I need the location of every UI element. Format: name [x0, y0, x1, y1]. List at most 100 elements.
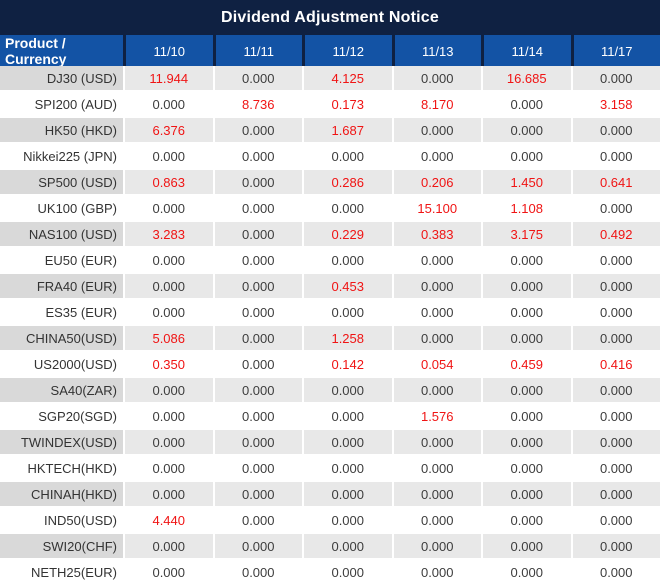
value-cell: 0.000 — [214, 196, 302, 220]
value-cell: 0.383 — [393, 222, 481, 246]
value-cell: 0.000 — [483, 118, 571, 142]
value-cell: 0.000 — [214, 378, 302, 402]
product-cell: FRA40 (EUR) — [0, 274, 123, 298]
value-cell: 0.000 — [125, 274, 213, 298]
value-cell: 0.000 — [125, 92, 213, 116]
date-column-header: 11/10 — [126, 35, 213, 67]
value-cell: 0.000 — [214, 144, 302, 168]
value-cell: 0.350 — [125, 352, 213, 376]
product-cell: Nikkei225 (JPN) — [0, 144, 123, 168]
value-cell: 0.000 — [125, 482, 213, 506]
value-cell: 6.376 — [125, 118, 213, 142]
value-cell: 0.000 — [483, 378, 571, 402]
table-row: TWINDEX(USD) 0.000 0.000 0.000 0.000 0.000 0.0… — [0, 430, 660, 454]
value-cell: 0.000 — [304, 300, 392, 324]
value-cell: 0.000 — [572, 144, 660, 168]
value-cell: 0.000 — [572, 404, 660, 428]
value-cell: 0.000 — [304, 196, 392, 220]
value-cell: 0.000 — [572, 196, 660, 220]
value-cell: 0.000 — [393, 482, 481, 506]
value-cell: 16.685 — [483, 66, 571, 90]
value-cell: 0.173 — [304, 92, 392, 116]
value-cell: 0.000 — [483, 560, 571, 584]
table-row: CHINA50(USD) 5.086 0.000 1.258 0.000 0.000 0.0… — [0, 326, 660, 350]
product-currency-header: Product / Currency — [0, 35, 123, 67]
value-cell: 0.000 — [393, 66, 481, 90]
table-row: HK50 (HKD) 6.376 0.000 1.687 0.000 0.000 0.000 — [0, 118, 660, 142]
title-bar: Dividend Adjustment Notice — [0, 0, 660, 35]
value-cell: 0.000 — [214, 508, 302, 532]
value-cell: 0.000 — [125, 560, 213, 584]
value-cell: 0.000 — [572, 456, 660, 480]
value-cell: 8.736 — [214, 92, 302, 116]
value-cell: 0.000 — [483, 456, 571, 480]
value-cell: 0.000 — [393, 248, 481, 272]
table-row: SP500 (USD) 0.863 0.000 0.286 0.206 1.450 0.64… — [0, 170, 660, 194]
value-cell: 0.229 — [304, 222, 392, 246]
value-cell: 0.000 — [214, 482, 302, 506]
table-row: EU50 (EUR) 0.000 0.000 0.000 0.000 0.000 0.000 — [0, 248, 660, 272]
table-row: SPI200 (AUD) 0.000 8.736 0.173 8.170 0.000 3.1… — [0, 92, 660, 116]
value-cell: 0.054 — [393, 352, 481, 376]
date-column-header: 11/13 — [394, 35, 481, 67]
value-cell: 0.000 — [572, 534, 660, 558]
value-cell: 0.000 — [572, 118, 660, 142]
table-row: SGP20(SGD) 0.000 0.000 0.000 1.576 0.000 0.000 — [0, 404, 660, 428]
value-cell: 0.000 — [572, 248, 660, 272]
value-cell: 1.687 — [304, 118, 392, 142]
value-cell: 4.440 — [125, 508, 213, 532]
product-cell: NAS100 (USD) — [0, 222, 123, 246]
table-row: CHINAH(HKD) 0.000 0.000 0.000 0.000 0.000 0.00… — [0, 482, 660, 506]
product-cell: SA40(ZAR) — [0, 378, 123, 402]
value-cell: 0.000 — [483, 430, 571, 454]
value-cell: 0.000 — [125, 144, 213, 168]
value-cell: 0.000 — [304, 560, 392, 584]
value-cell: 0.416 — [572, 352, 660, 376]
product-cell: CHINA50(USD) — [0, 326, 123, 350]
product-cell: EU50 (EUR) — [0, 248, 123, 272]
value-cell: 0.000 — [483, 508, 571, 532]
value-cell: 0.000 — [125, 300, 213, 324]
value-cell: 0.000 — [214, 66, 302, 90]
date-column-header: 11/12 — [305, 35, 392, 67]
value-cell: 0.000 — [125, 378, 213, 402]
value-cell: 1.450 — [483, 170, 571, 194]
table-row: US2000(USD) 0.350 0.000 0.142 0.054 0.459 0.41… — [0, 352, 660, 376]
value-cell: 1.258 — [304, 326, 392, 350]
value-cell: 0.000 — [304, 378, 392, 402]
value-cell: 0.142 — [304, 352, 392, 376]
value-cell: 0.000 — [214, 274, 302, 298]
value-cell: 0.000 — [572, 560, 660, 584]
product-cell: SGP20(SGD) — [0, 404, 123, 428]
value-cell: 0.000 — [572, 300, 660, 324]
value-cell: 0.000 — [572, 326, 660, 350]
value-cell: 0.000 — [483, 92, 571, 116]
value-cell: 0.000 — [125, 430, 213, 454]
value-cell: 0.000 — [483, 300, 571, 324]
value-cell: 0.000 — [125, 456, 213, 480]
value-cell: 0.000 — [572, 66, 660, 90]
product-cell: NETH25(EUR) — [0, 560, 123, 584]
value-cell: 0.459 — [483, 352, 571, 376]
value-cell: 0.000 — [125, 534, 213, 558]
value-cell: 0.000 — [393, 326, 481, 350]
value-cell: 3.175 — [483, 222, 571, 246]
value-cell: 0.000 — [304, 482, 392, 506]
value-cell: 0.000 — [304, 430, 392, 454]
product-cell: TWINDEX(USD) — [0, 430, 123, 454]
value-cell: 0.453 — [304, 274, 392, 298]
date-column-header: 11/17 — [573, 35, 660, 67]
table-row: ES35 (EUR) 0.000 0.000 0.000 0.000 0.000 0.000 — [0, 300, 660, 324]
value-cell: 0.000 — [214, 170, 302, 194]
product-cell: DJ30 (USD) — [0, 66, 123, 90]
value-cell: 0.000 — [572, 482, 660, 506]
value-cell: 0.000 — [393, 378, 481, 402]
value-cell: 0.000 — [214, 352, 302, 376]
value-cell: 0.000 — [483, 144, 571, 168]
value-cell: 0.000 — [572, 274, 660, 298]
product-cell: SP500 (USD) — [0, 170, 123, 194]
value-cell: 0.000 — [214, 404, 302, 428]
product-cell: HKTECH(HKD) — [0, 456, 123, 480]
value-cell: 0.000 — [304, 456, 392, 480]
